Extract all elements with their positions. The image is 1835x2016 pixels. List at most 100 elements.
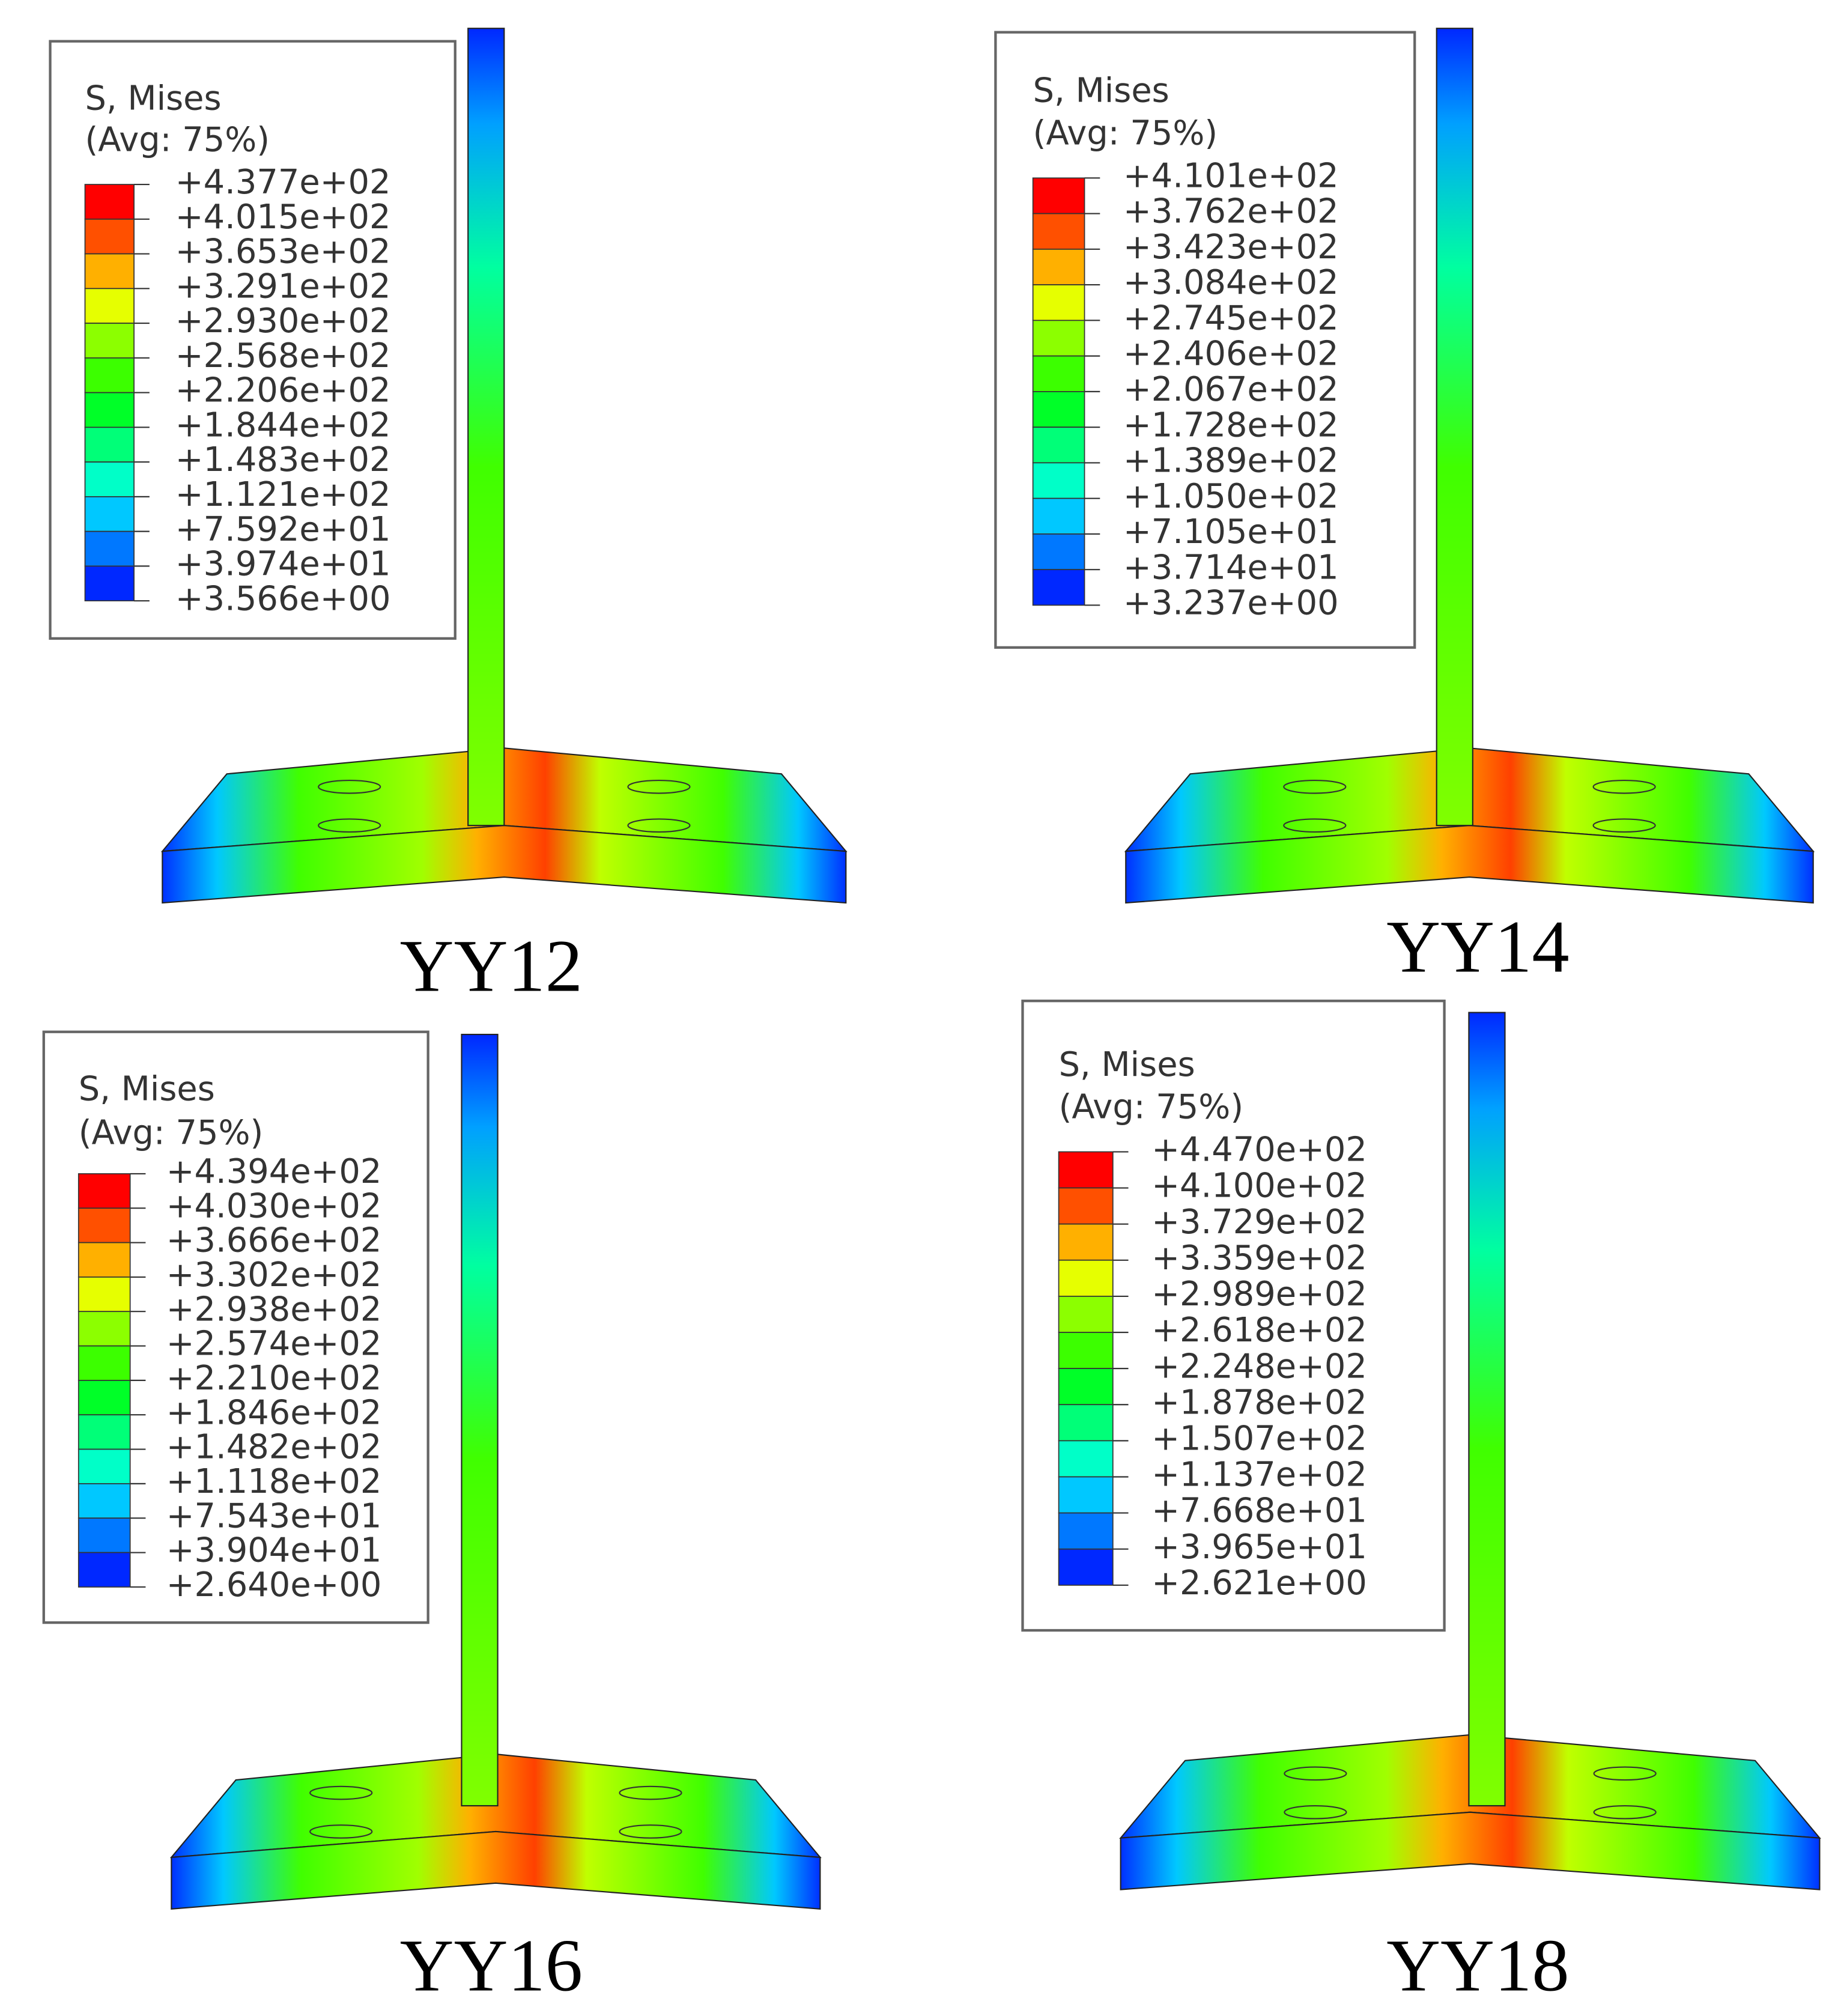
legend-label: +7.668e+01	[1151, 1492, 1367, 1531]
bolt-hole	[318, 818, 381, 833]
legend-label: +2.930e+02	[175, 302, 391, 341]
legend-label: +1.878e+02	[1151, 1383, 1367, 1422]
legend-swatch	[77, 1552, 131, 1588]
panels: S, Mises(Avg: 75%)+4.377e+02+4.015e+02+3…	[42, 28, 1821, 2007]
bolt-hole	[318, 779, 381, 794]
legend-swatch	[84, 392, 135, 428]
legend-swatch	[77, 1277, 131, 1313]
legend-swatch	[1032, 462, 1085, 499]
legend-label: +1.121e+02	[175, 475, 391, 514]
legend-swatch	[77, 1311, 131, 1347]
legend-label: +1.050e+02	[1123, 477, 1339, 516]
legend-swatch	[1032, 533, 1085, 571]
legend-swatch	[1058, 1259, 1114, 1297]
panel: S, Mises(Avg: 75%)+4.377e+02+4.015e+02+3…	[49, 28, 848, 1007]
legend-swatch	[84, 496, 135, 532]
caption: YY12	[400, 925, 583, 1007]
legend-label: +3.974e+01	[175, 545, 391, 584]
legend-subtitle: (Avg: 75%)	[79, 1114, 264, 1153]
legend-swatch	[1058, 1404, 1114, 1442]
legend-label: +2.938e+02	[166, 1290, 382, 1329]
legend-label: +1.728e+02	[1123, 405, 1339, 445]
bolt-hole	[1283, 818, 1347, 833]
legend-swatch	[77, 1380, 131, 1416]
legend-label: +3.965e+01	[1151, 1528, 1367, 1567]
legend-title: S, Mises	[1059, 1045, 1195, 1084]
legend-swatch	[84, 253, 135, 290]
bolt-hole	[309, 1785, 373, 1800]
legend-title: S, Mises	[79, 1070, 215, 1109]
legend-label: +3.653e+02	[175, 232, 391, 272]
legend-swatch	[1032, 427, 1085, 464]
legend-swatch	[1032, 355, 1085, 392]
legend-swatch	[77, 1242, 131, 1278]
caption: YY14	[1386, 905, 1569, 988]
panel: S, Mises(Avg: 75%)+4.101e+02+3.762e+02+3…	[994, 28, 1815, 988]
legend-swatch	[77, 1207, 131, 1243]
legend-label: +2.618e+02	[1151, 1311, 1367, 1350]
legend-label: +3.566e+00	[175, 579, 391, 618]
legend-swatch	[84, 288, 135, 324]
legend-swatch	[1058, 1512, 1114, 1550]
legend-swatch	[1058, 1296, 1114, 1333]
legend-swatch	[1032, 569, 1085, 606]
legend-label: +3.291e+02	[175, 267, 391, 306]
legend-label: +7.592e+01	[175, 510, 391, 549]
legend-label: +3.762e+02	[1123, 192, 1339, 231]
legend-label: +4.394e+02	[166, 1152, 382, 1191]
legend-label: +4.100e+02	[1151, 1167, 1367, 1206]
bolt-hole	[627, 779, 691, 794]
legend-label: +4.030e+02	[166, 1186, 382, 1225]
legend-label: +3.237e+00	[1123, 584, 1339, 623]
legend-swatch	[84, 357, 135, 393]
legend-swatch	[84, 323, 135, 359]
bolt-hole	[1593, 1805, 1657, 1820]
legend-swatch	[1058, 1548, 1114, 1586]
legend-label: +3.666e+02	[166, 1221, 382, 1260]
legend-swatch	[77, 1414, 131, 1450]
legend-label: +1.483e+02	[175, 440, 391, 479]
legend-swatch	[1032, 213, 1085, 250]
panel: S, Mises (Avg: 75%)+4.394e+02+4.030e+02+3…	[42, 1030, 822, 2007]
legend-swatch	[1058, 1440, 1114, 1478]
legend-swatch	[1058, 1151, 1114, 1189]
legend-label: +2.621e+00	[1151, 1564, 1367, 1603]
legend-swatch	[1058, 1187, 1114, 1225]
panel: S, Mises(Avg: 75%)+4.470e+02+4.100e+02+3…	[1021, 1000, 1821, 2007]
legend-swatch	[1058, 1476, 1114, 1514]
bolt-hole	[1284, 1766, 1347, 1781]
legend-label: +2.989e+02	[1151, 1275, 1367, 1314]
legend-label: +2.206e+02	[175, 371, 391, 410]
legend-swatch	[84, 565, 135, 602]
legend-swatch	[1058, 1332, 1114, 1369]
legend-swatch	[84, 218, 135, 255]
web-plate	[1468, 1012, 1506, 1807]
legend-title: S, Mises	[85, 79, 222, 118]
legend-label: +3.084e+02	[1123, 263, 1339, 302]
bolt-hole	[627, 818, 691, 833]
legend-label: +7.105e+01	[1123, 512, 1339, 551]
legend-title: S, Mises	[1033, 71, 1169, 111]
legend-label: +4.470e+02	[1151, 1131, 1367, 1170]
web-plate	[1436, 28, 1473, 827]
legend-label: +2.406e+02	[1123, 335, 1339, 374]
legend-swatch	[1032, 320, 1085, 357]
legend-label: +3.729e+02	[1151, 1203, 1367, 1242]
legend-label: +2.067e+02	[1123, 370, 1339, 409]
legend-swatch	[1058, 1368, 1114, 1406]
legend-label: +1.846e+02	[166, 1393, 382, 1432]
legend-label: +4.101e+02	[1123, 156, 1339, 195]
legend-label: +1.137e+02	[1151, 1456, 1367, 1495]
bolt-hole	[309, 1824, 373, 1839]
base-plate-side	[1120, 1811, 1821, 1890]
web-plate	[467, 28, 505, 827]
legend-label: +2.640e+00	[166, 1565, 382, 1605]
legend-label: +4.377e+02	[175, 163, 391, 202]
bolt-hole	[1284, 1805, 1347, 1820]
caption: YY18	[1386, 1924, 1569, 2007]
legend-label: +4.015e+02	[175, 198, 391, 237]
legend-swatch	[1032, 391, 1085, 428]
bolt-hole	[1592, 779, 1656, 794]
web-plate	[461, 1033, 499, 1807]
